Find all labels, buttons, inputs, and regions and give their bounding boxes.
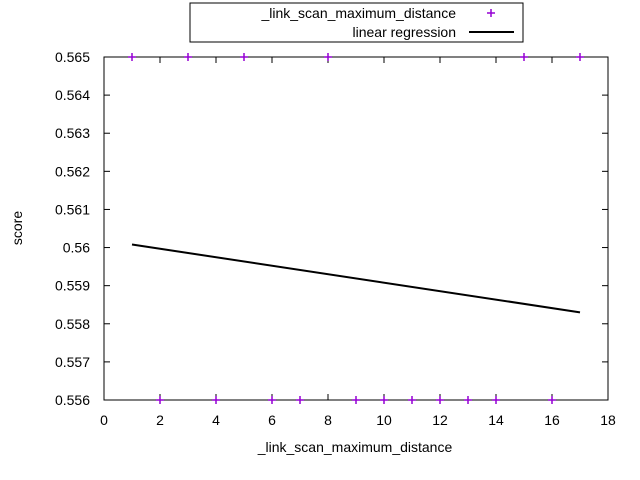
legend-box bbox=[189, 2, 524, 43]
data-point bbox=[324, 53, 332, 61]
data-point bbox=[268, 396, 276, 404]
x-tick-label: 2 bbox=[156, 412, 164, 428]
data-point bbox=[352, 396, 360, 404]
y-tick-label: 0.557 bbox=[55, 354, 90, 370]
y-tick-label: 0.561 bbox=[55, 201, 90, 217]
data-point bbox=[408, 396, 416, 404]
x-tick-label: 6 bbox=[268, 412, 276, 428]
data-point bbox=[184, 53, 192, 61]
data-point bbox=[576, 53, 584, 61]
y-tick-label: 0.562 bbox=[55, 163, 90, 179]
data-point bbox=[156, 396, 164, 404]
data-point bbox=[296, 396, 304, 404]
x-tick-label: 18 bbox=[600, 412, 616, 428]
x-axis-label: _link_scan_maximum_distance bbox=[257, 439, 453, 455]
x-tick-label: 12 bbox=[432, 412, 448, 428]
plot-frame bbox=[103, 56, 609, 401]
data-point bbox=[464, 396, 472, 404]
x-tick-label: 0 bbox=[100, 412, 108, 428]
x-tick-label: 4 bbox=[212, 412, 220, 428]
data-point bbox=[240, 53, 248, 61]
y-tick-label: 0.559 bbox=[55, 278, 90, 294]
data-point bbox=[436, 396, 444, 404]
legend-label: linear regression bbox=[353, 24, 457, 40]
x-tick-label: 16 bbox=[544, 412, 560, 428]
legend-label: _link_scan_maximum_distance bbox=[260, 5, 456, 21]
y-tick-label: 0.564 bbox=[55, 87, 90, 103]
data-point bbox=[548, 396, 556, 404]
y-tick-label: 0.563 bbox=[55, 125, 90, 141]
y-axis-label: score bbox=[9, 211, 25, 245]
y-tick-label: 0.565 bbox=[55, 49, 90, 65]
data-point bbox=[212, 396, 220, 404]
y-tick-label: 0.56 bbox=[63, 240, 90, 256]
legend-marker bbox=[487, 9, 495, 17]
y-tick-label: 0.556 bbox=[55, 392, 90, 408]
data-point bbox=[492, 396, 500, 404]
x-tick-label: 8 bbox=[324, 412, 332, 428]
data-point bbox=[520, 53, 528, 61]
x-tick-label: 10 bbox=[376, 412, 392, 428]
data-point bbox=[128, 53, 136, 61]
data-point bbox=[380, 396, 388, 404]
y-tick-label: 0.558 bbox=[55, 316, 90, 332]
x-tick-label: 14 bbox=[488, 412, 504, 428]
regression-line bbox=[131, 243, 581, 314]
